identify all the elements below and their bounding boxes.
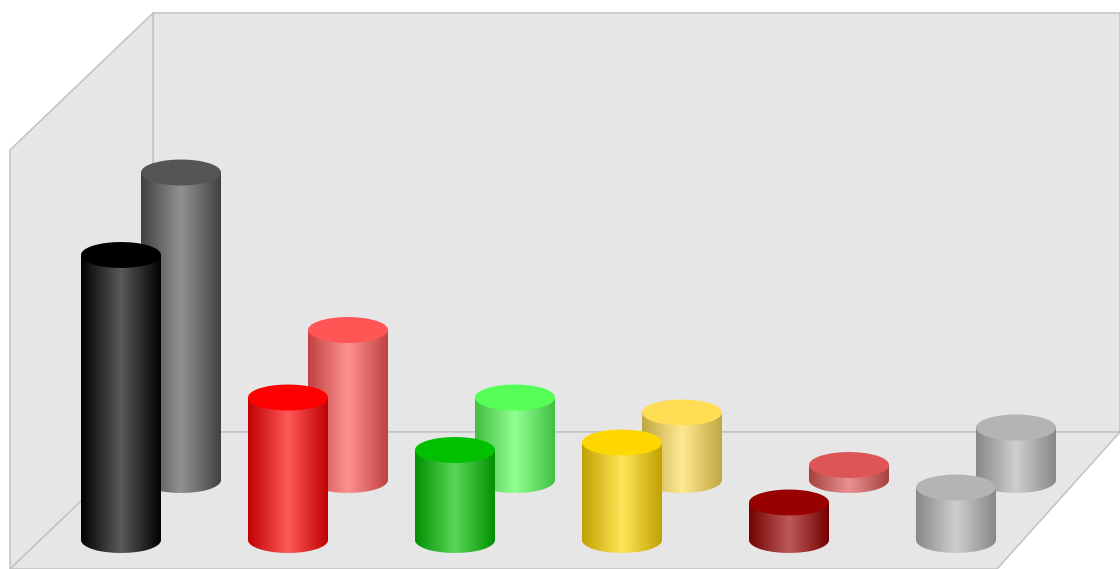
bar-top xyxy=(809,452,889,478)
bar-body xyxy=(582,442,662,553)
bar-top xyxy=(749,489,829,516)
bar-series1-1 xyxy=(81,242,161,553)
back-wall xyxy=(152,12,1120,433)
bar-body xyxy=(81,255,161,553)
bar-series1-2 xyxy=(248,384,328,553)
bar-top xyxy=(248,384,328,411)
bar-series1-4 xyxy=(582,429,662,553)
bar-series2-6 xyxy=(976,414,1056,493)
bar-body xyxy=(976,427,1056,493)
bar-top xyxy=(81,242,161,268)
bar-top xyxy=(475,384,555,411)
bar-top xyxy=(308,317,388,343)
bar-top xyxy=(976,414,1056,441)
chart-bars xyxy=(81,159,1056,553)
bar-series1-3 xyxy=(415,437,495,553)
bar-series1-5 xyxy=(749,489,829,553)
bar-body xyxy=(248,397,328,553)
bar-top xyxy=(415,437,495,463)
bar-top xyxy=(582,429,662,456)
bar-top xyxy=(916,474,996,501)
bar-body xyxy=(415,450,495,553)
bar-body xyxy=(916,487,996,553)
bar-series2-5 xyxy=(809,452,889,493)
bar-body xyxy=(749,502,829,553)
bar-top xyxy=(141,159,221,186)
bar-top xyxy=(642,399,722,426)
bar-series1-6 xyxy=(916,474,996,553)
